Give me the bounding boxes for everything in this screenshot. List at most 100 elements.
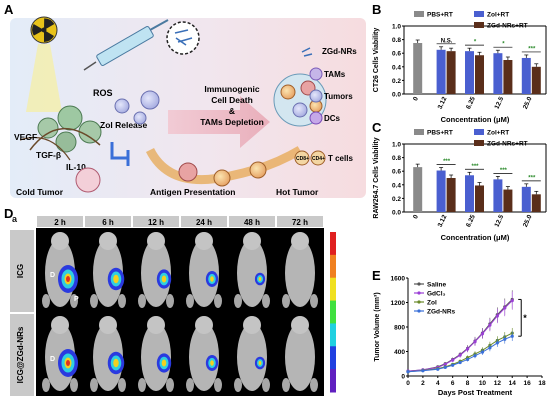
mouse-head — [99, 232, 117, 250]
fluorescence-inner — [113, 274, 119, 284]
data-point — [503, 306, 507, 310]
legend-marker — [417, 282, 421, 286]
fluorescence-inner — [161, 275, 167, 283]
bar — [493, 53, 503, 94]
panel-label-c: C — [372, 120, 382, 135]
time-label: 12 h — [148, 218, 164, 227]
nanorod-zoom-icon — [166, 21, 200, 55]
fluorescence-core — [66, 360, 70, 366]
significance-label: *** — [528, 175, 536, 181]
y-tick-label: 0 — [401, 374, 405, 381]
fluorescence-inner — [113, 358, 119, 368]
mouse-leg — [90, 378, 98, 392]
y-tick-label: 0.6 — [392, 51, 401, 58]
data-point — [473, 354, 477, 358]
x-tick-label: 3.12 — [437, 96, 449, 111]
mouse-leg — [166, 294, 174, 308]
x-axis-label: Days Post Treatment — [438, 388, 513, 397]
y-axis-label: RAW264.7 Cells Viability — [373, 137, 380, 218]
y-tick-label: 1200 — [391, 300, 406, 307]
bar — [531, 194, 541, 212]
x-tick-label: 14 — [509, 380, 517, 387]
significance-label: *** — [500, 168, 508, 174]
significance-label: * — [474, 40, 477, 46]
mouse-leg — [186, 378, 194, 392]
bar — [521, 57, 531, 94]
x-tick-label: 2 — [421, 380, 425, 387]
y-tick-label: 1600 — [391, 276, 406, 283]
il10-label: IL-10 — [66, 162, 86, 172]
mouse-body — [189, 323, 219, 391]
data-point — [510, 334, 514, 338]
x-tick-label: 16 — [523, 380, 531, 387]
imaging-background — [36, 228, 324, 396]
mouse-body — [141, 323, 171, 391]
process-arrow — [168, 96, 270, 148]
mouse-head — [291, 316, 309, 334]
legend-swatch — [474, 140, 484, 146]
inhibit-symbol — [110, 142, 128, 160]
icd-line4: TAMs Depletion — [200, 117, 264, 127]
row-header — [10, 314, 34, 396]
mouse-leg — [118, 378, 126, 392]
mouse-body — [285, 239, 315, 307]
y-tick-label: 0.4 — [392, 64, 401, 71]
legend-label: Zol — [427, 300, 437, 307]
vegf-label: VEGF — [14, 132, 37, 142]
legend-marker — [417, 300, 421, 304]
data-point — [488, 323, 492, 327]
significance-label: * — [523, 313, 527, 323]
fluorescence-inner — [258, 277, 262, 281]
colorbar-segment — [330, 369, 336, 393]
cd4-label: CD4+ — [312, 156, 325, 162]
row-header — [10, 230, 34, 312]
data-point — [480, 350, 485, 354]
legend-swatch — [474, 129, 484, 135]
time-header — [277, 216, 323, 227]
y-tick-label: 0.8 — [392, 155, 401, 162]
significance-label: *** — [528, 46, 536, 52]
x-tick-label: 0 — [412, 214, 420, 221]
legend-label: Zol+RT — [487, 130, 509, 137]
mouse-leg — [234, 378, 242, 392]
fluorescence-inner — [161, 359, 167, 367]
dc-cells — [178, 161, 267, 187]
y-tick-label: 1.0 — [392, 24, 401, 31]
mouse-body — [237, 239, 267, 307]
colorbar-segment — [330, 277, 336, 302]
colorbar-segment — [330, 232, 336, 256]
y-tick-label: 0.0 — [392, 92, 401, 99]
data-point — [465, 347, 470, 351]
legend-marker — [417, 291, 421, 295]
mouse-leg — [214, 378, 222, 392]
significance-label: N.S. — [441, 38, 453, 44]
mouse-head — [195, 232, 213, 250]
y-tick-label: 0.8 — [392, 37, 401, 44]
mouse-leg — [42, 294, 50, 308]
cd8-cell-icon — [294, 150, 310, 166]
mouse-body — [141, 239, 171, 307]
legend-label: ZGd-NRs+RT — [487, 23, 528, 30]
icd-line1: Immunogenic — [204, 84, 260, 94]
x-tick-label: 6.25 — [465, 214, 477, 229]
legend-swatch — [474, 22, 484, 28]
bar — [465, 51, 474, 94]
bar — [465, 175, 474, 212]
mouse-leg — [118, 294, 126, 308]
fluorescence-inner — [258, 361, 262, 365]
icd-line2: Cell Death — [211, 95, 253, 105]
time-header — [37, 216, 83, 227]
hot-tumor-label: Hot Tumor — [276, 187, 319, 197]
x-tick-label: 12 — [494, 380, 502, 387]
bar — [521, 186, 531, 212]
y-tick-label: 0.2 — [392, 196, 401, 203]
x-tick-label: 18 — [538, 380, 546, 387]
mouse-leg — [90, 294, 98, 308]
bar — [436, 49, 446, 94]
x-tick-label: 0 — [412, 96, 420, 103]
schematic-background — [10, 18, 366, 198]
cold-cell-icon — [75, 167, 101, 193]
mouse-head — [99, 316, 117, 334]
radiation-beam — [26, 44, 62, 112]
colorbar-segment — [330, 254, 336, 279]
